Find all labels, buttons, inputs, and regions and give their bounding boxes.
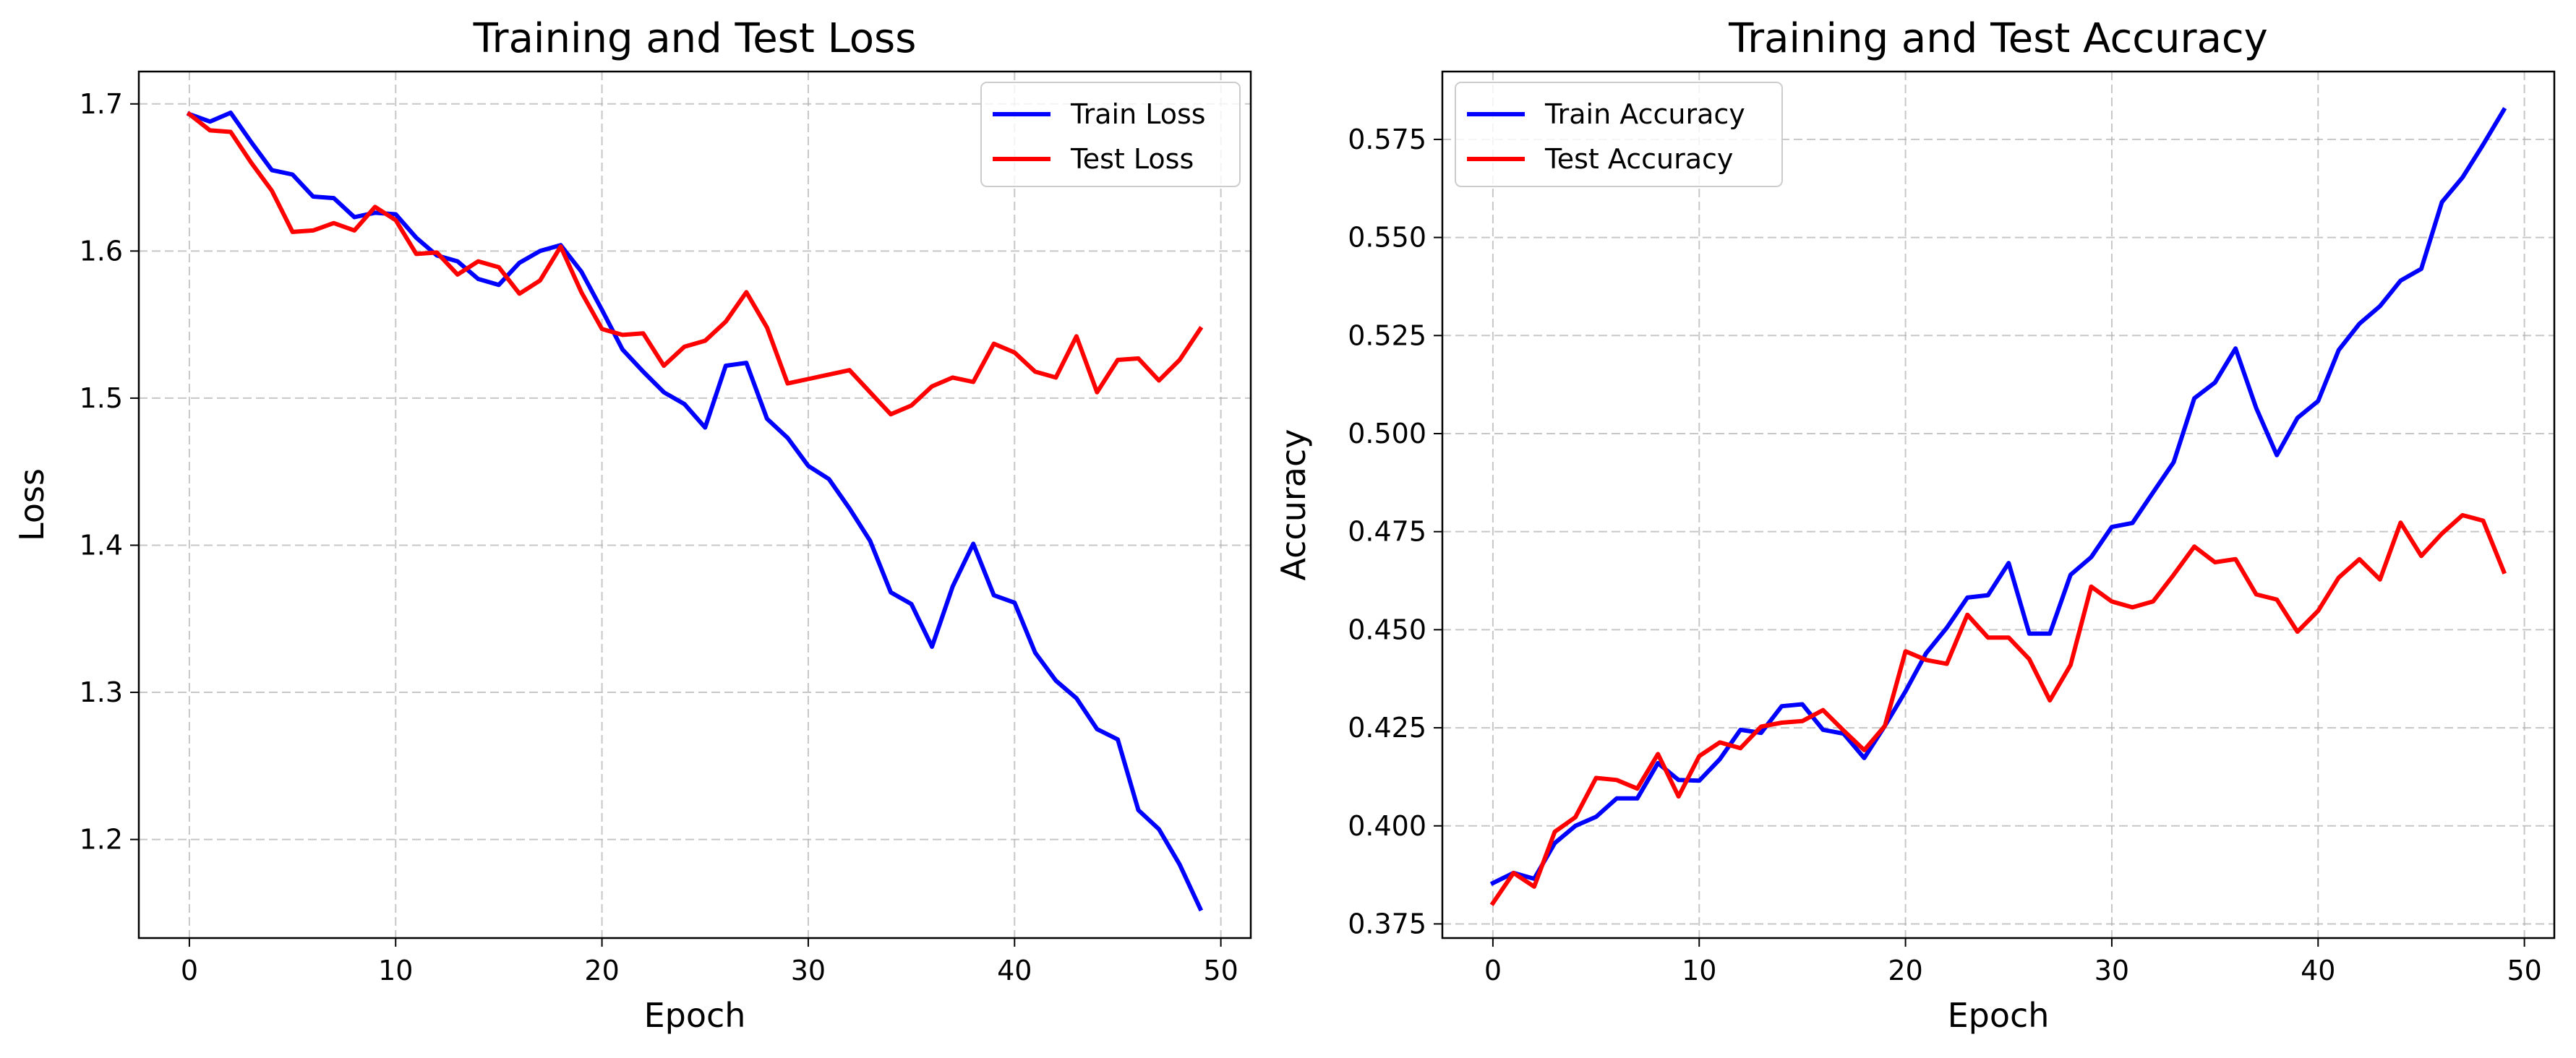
loss-y-tick-label: 1.4 (80, 529, 123, 561)
accuracy-x-tick-label: 50 (2507, 955, 2541, 986)
accuracy-y-axis-label: Accuracy (1274, 429, 1313, 580)
accuracy-y-tick-label: 0.475 (1348, 516, 1426, 548)
test-loss-line (186, 111, 1204, 417)
train-loss-legend-label: Train Loss (1070, 98, 1206, 130)
accuracy-legend: Train Accuracy Test Accuracy (1455, 82, 1783, 187)
accuracy-x-tick-label: 40 (2301, 955, 2335, 986)
train-loss-line (187, 111, 1204, 912)
train-accuracy-line (1489, 107, 2507, 887)
loss-legend: Train Loss Test Loss (980, 82, 1241, 187)
loss-x-tick-label: 0 (181, 955, 198, 986)
accuracy-y-tick-label: 0.450 (1348, 614, 1426, 645)
loss-y-axis-label: Loss (12, 468, 51, 541)
loss-panel: 0 10 20 30 40 50 1.2 1.3 1.4 1.5 1.6 1.7 Training a… (12, 15, 1252, 1035)
accuracy-y-tick-label: 0.400 (1348, 810, 1426, 842)
loss-x-tick-label: 50 (1203, 955, 1238, 986)
test-loss-legend-label: Test Loss (1070, 143, 1194, 175)
loss-x-axis-label: Epoch (644, 996, 746, 1035)
accuracy-grid (1442, 72, 2554, 938)
loss-plot-frame (137, 70, 1252, 939)
accuracy-y-tick-label: 0.500 (1348, 418, 1426, 450)
accuracy-y-tick-label: 0.525 (1348, 319, 1426, 351)
train-accuracy-legend-label: Train Accuracy (1544, 98, 1745, 130)
accuracy-y-tick-label: 0.550 (1348, 222, 1426, 254)
accuracy-y-tick-label: 0.575 (1348, 124, 1426, 155)
accuracy-lines (1489, 107, 2507, 906)
accuracy-plot-frame (1441, 70, 2556, 939)
accuracy-panel: 0 10 20 30 40 50 0.375 0.400 0.425 0.450 0.475 0.50… (1274, 15, 2556, 1035)
loss-y-tick-label: 1.7 (80, 88, 123, 120)
loss-y-tick-label: 1.3 (80, 676, 123, 708)
accuracy-x-tick-label: 0 (1484, 955, 1502, 986)
loss-y-tick-label: 1.5 (80, 382, 123, 414)
accuracy-y-tick-label: 0.425 (1348, 712, 1426, 744)
accuracy-ticks: 0 10 20 30 40 50 0.375 0.400 0.425 0.450 0.475 0.50… (1348, 124, 2542, 986)
test-accuracy-line (1489, 512, 2507, 906)
accuracy-legend-box (1455, 82, 1783, 187)
accuracy-x-tick-label: 30 (2094, 955, 2129, 986)
loss-y-tick-label: 1.2 (80, 824, 123, 856)
accuracy-x-axis-label: Epoch (1948, 996, 2050, 1035)
loss-chart-title: Training and Test Loss (473, 15, 917, 62)
accuracy-x-tick-label: 20 (1888, 955, 1922, 986)
loss-x-tick-label: 20 (584, 955, 619, 986)
loss-ticks: 0 10 20 30 40 50 1.2 1.3 1.4 1.5 1.6 1.7 (80, 88, 1238, 986)
test-accuracy-legend-label: Test Accuracy (1544, 143, 1733, 175)
accuracy-y-tick-label: 0.375 (1348, 908, 1426, 939)
loss-x-tick-label: 10 (378, 955, 413, 986)
loss-lines (186, 111, 1204, 912)
loss-y-tick-label: 1.6 (80, 235, 123, 267)
loss-x-tick-label: 30 (791, 955, 826, 986)
loss-grid (139, 72, 1251, 938)
accuracy-x-tick-label: 10 (1682, 955, 1716, 986)
loss-x-tick-label: 40 (997, 955, 1032, 986)
accuracy-chart-title: Training and Test Accuracy (1728, 15, 2268, 62)
